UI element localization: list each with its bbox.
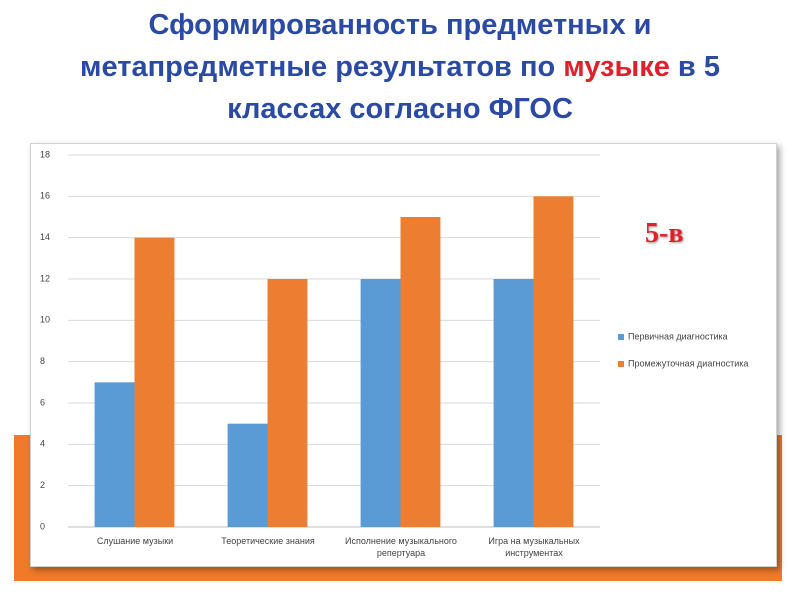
annotation: 5-в bbox=[645, 218, 684, 249]
y-tick-label: 6 bbox=[40, 397, 45, 407]
title-line: классах согласно ФГОС bbox=[0, 88, 800, 130]
y-tick-label: 14 bbox=[40, 232, 50, 242]
legend-label: Первичная диагностика bbox=[628, 331, 728, 341]
legend-swatch bbox=[618, 361, 624, 367]
y-tick-label: 8 bbox=[40, 356, 45, 366]
title-segment: классах согласно ФГОС bbox=[227, 93, 573, 125]
legend-label: Промежуточная диагностика bbox=[628, 358, 748, 368]
title-line: метапредметные результатов по музыке в 5 bbox=[0, 46, 800, 88]
title-line: Сформированность предметных и bbox=[0, 4, 800, 46]
y-tick-label: 10 bbox=[40, 315, 50, 325]
legend-swatch bbox=[618, 334, 624, 340]
bar bbox=[94, 382, 135, 527]
x-tick-label: Теоретические знания bbox=[221, 536, 315, 546]
bar bbox=[134, 237, 175, 527]
bar bbox=[400, 217, 441, 527]
bar bbox=[227, 423, 268, 527]
y-tick-label: 16 bbox=[40, 191, 50, 201]
y-tick-label: 18 bbox=[40, 149, 50, 159]
y-tick-label: 2 bbox=[40, 480, 45, 490]
x-tick-label: Слушание музыки bbox=[96, 536, 174, 546]
bar bbox=[493, 279, 534, 527]
y-tick-label: 4 bbox=[40, 439, 45, 449]
title-segment: в 5 bbox=[669, 51, 720, 83]
y-tick-label: 12 bbox=[40, 273, 50, 283]
bar bbox=[267, 279, 308, 527]
title-segment: метапредметные результатов по bbox=[80, 51, 564, 83]
x-tick-label: Исполнение музыкального репертуара bbox=[345, 536, 457, 558]
slide-title: Сформированность предметных и метапредмет… bbox=[0, 4, 800, 130]
bar bbox=[360, 279, 401, 527]
title-segment: музыке bbox=[563, 51, 670, 83]
title-segment: Сформированность предметных и bbox=[148, 9, 652, 41]
bar bbox=[533, 196, 574, 528]
x-tick-label: Игра на музыкальных инструментах bbox=[488, 536, 580, 558]
y-tick-label: 0 bbox=[40, 521, 45, 531]
